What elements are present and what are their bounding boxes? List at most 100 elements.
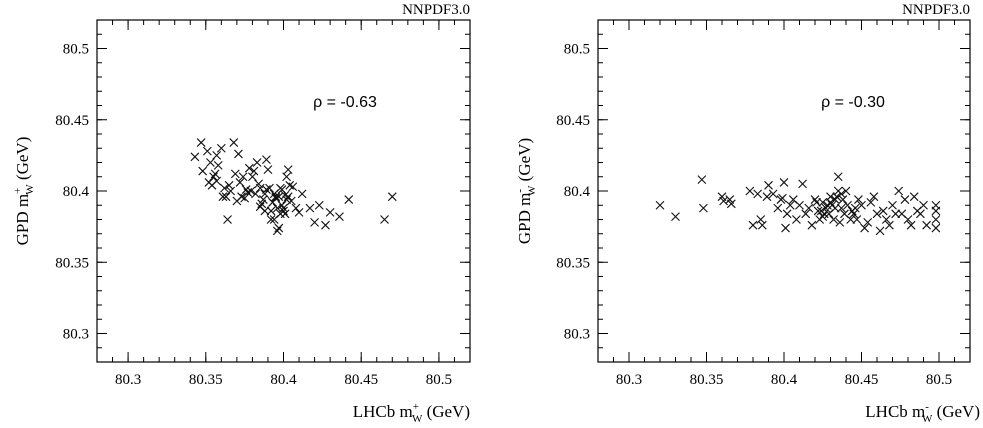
- x-axis-title-sup: -: [925, 401, 929, 413]
- data-point-marker: [344, 195, 354, 204]
- data-point-marker: [843, 200, 852, 210]
- y-axis-title: GPD m-W (GeV): [514, 138, 538, 244]
- data-point-marker: [906, 220, 916, 230]
- data-point-marker: [223, 215, 232, 224]
- data-point-marker: [655, 200, 665, 210]
- data-point-marker: [213, 160, 223, 170]
- data-point-marker: [826, 198, 835, 207]
- data-point-marker: [266, 215, 276, 224]
- data-point-marker: [279, 203, 288, 213]
- data-point-marker: [872, 209, 882, 219]
- x-tick-label: 80.45: [845, 372, 879, 388]
- x-tick-label: 80.35: [189, 372, 223, 388]
- data-point-marker: [756, 215, 766, 224]
- data-point-marker: [818, 198, 828, 207]
- y-tick-label: 80.4: [63, 184, 90, 200]
- data-point-marker: [860, 223, 869, 233]
- data-point-marker: [829, 215, 838, 224]
- data-point-marker: [888, 200, 897, 210]
- data-point-marker: [234, 149, 243, 159]
- data-point-marker: [238, 172, 248, 182]
- data-point-marker: [762, 192, 772, 202]
- data-point-marker: [900, 195, 910, 204]
- y-axis-title-unit: (GeV): [13, 137, 32, 185]
- x-axis-title-unit: (GeV): [932, 402, 980, 421]
- y-axis-title-unit: (GeV): [515, 138, 534, 186]
- data-point-marker: [768, 189, 778, 199]
- data-point-marker: [226, 186, 236, 196]
- data-point-marker: [266, 206, 276, 216]
- data-point-marker: [830, 195, 840, 204]
- data-point-marker: [792, 215, 801, 224]
- x-tick-label: 80.3: [616, 372, 642, 388]
- y-axis-title-sub: W: [24, 184, 36, 195]
- data-point-marker: [798, 179, 807, 189]
- data-point-marker: [212, 150, 222, 160]
- data-point-marker: [229, 138, 239, 147]
- data-point-marker: [785, 200, 795, 210]
- data-point-marker: [380, 215, 389, 224]
- data-point-marker: [903, 215, 913, 224]
- chart-panel-1: NNPDF3.0 80.3 80.35 80.4 80.45 80.5 80.3 80.35 8…: [12, 2, 471, 425]
- data-point-marker: [821, 203, 831, 213]
- data-point-marker: [280, 209, 290, 219]
- x-axis-title-sup: +: [413, 401, 419, 413]
- data-point-marker: [262, 185, 271, 194]
- data-point-marker: [699, 203, 708, 213]
- data-point-marker: [282, 195, 291, 204]
- data-point-marker: [922, 220, 931, 230]
- x-tick-label: 80.4: [270, 372, 297, 388]
- y-tick-label: 80.45: [556, 113, 590, 129]
- data-point-marker: [869, 192, 879, 202]
- data-point-marker: [878, 206, 888, 216]
- data-point-marker: [224, 180, 234, 190]
- y-axis-title-sup: +: [12, 188, 24, 194]
- data-point-marker: [810, 195, 820, 204]
- data-point-marker: [804, 203, 814, 213]
- data-point-marker: [875, 226, 885, 236]
- data-point-marker: [251, 189, 260, 199]
- data-point-marker: [335, 212, 344, 222]
- data-point-marker: [277, 200, 287, 210]
- data-point-marker: [863, 217, 873, 227]
- data-point-marker: [277, 185, 287, 194]
- x-axis-title: LHCb m-W (GeV): [865, 401, 980, 425]
- data-point-marker: [795, 200, 804, 210]
- y-tick-label: 80.4: [564, 184, 591, 200]
- data-point-marker: [305, 203, 315, 213]
- data-point-marker: [291, 203, 301, 213]
- y-axis-title-main: GPD m: [13, 194, 32, 245]
- data-point-marker: [210, 169, 220, 179]
- y-tick-label: 80.3: [564, 327, 590, 343]
- data-point-marker: [781, 223, 790, 233]
- data-point-marker: [854, 195, 863, 204]
- data-point-marker: [243, 188, 253, 197]
- data-point-marker: [818, 212, 828, 222]
- data-point-marker: [206, 158, 215, 167]
- y-tick-label: 80.35: [55, 255, 89, 271]
- data-point-marker: [778, 193, 787, 203]
- data-point-marker: [218, 192, 228, 202]
- data-point-marker: [190, 152, 200, 162]
- data-point-marker: [387, 192, 397, 202]
- y-tick-label: 80.3: [63, 327, 89, 343]
- data-point-marker: [830, 203, 840, 213]
- y-axis-title: GPD m+W (GeV): [12, 137, 36, 246]
- y-axis-title-main: GPD m: [515, 193, 534, 244]
- data-point-marker: [248, 172, 257, 182]
- data-point-marker: [274, 223, 284, 233]
- data-point-marker: [263, 165, 273, 175]
- pdf-set-label: NNPDF3.0: [402, 2, 470, 18]
- data-point-marker: [202, 146, 212, 156]
- y-tick-label: 80.5: [564, 42, 590, 58]
- data-point-marker: [764, 180, 773, 190]
- data-point-marker: [846, 215, 856, 224]
- data-point-marker: [282, 172, 291, 182]
- data-point-marker: [849, 209, 859, 219]
- data-point-marker: [931, 223, 941, 233]
- data-point-marker: [258, 195, 268, 204]
- data-point-marker: [726, 199, 736, 209]
- data-point-marker: [297, 189, 307, 199]
- data-point-marker: [212, 176, 222, 186]
